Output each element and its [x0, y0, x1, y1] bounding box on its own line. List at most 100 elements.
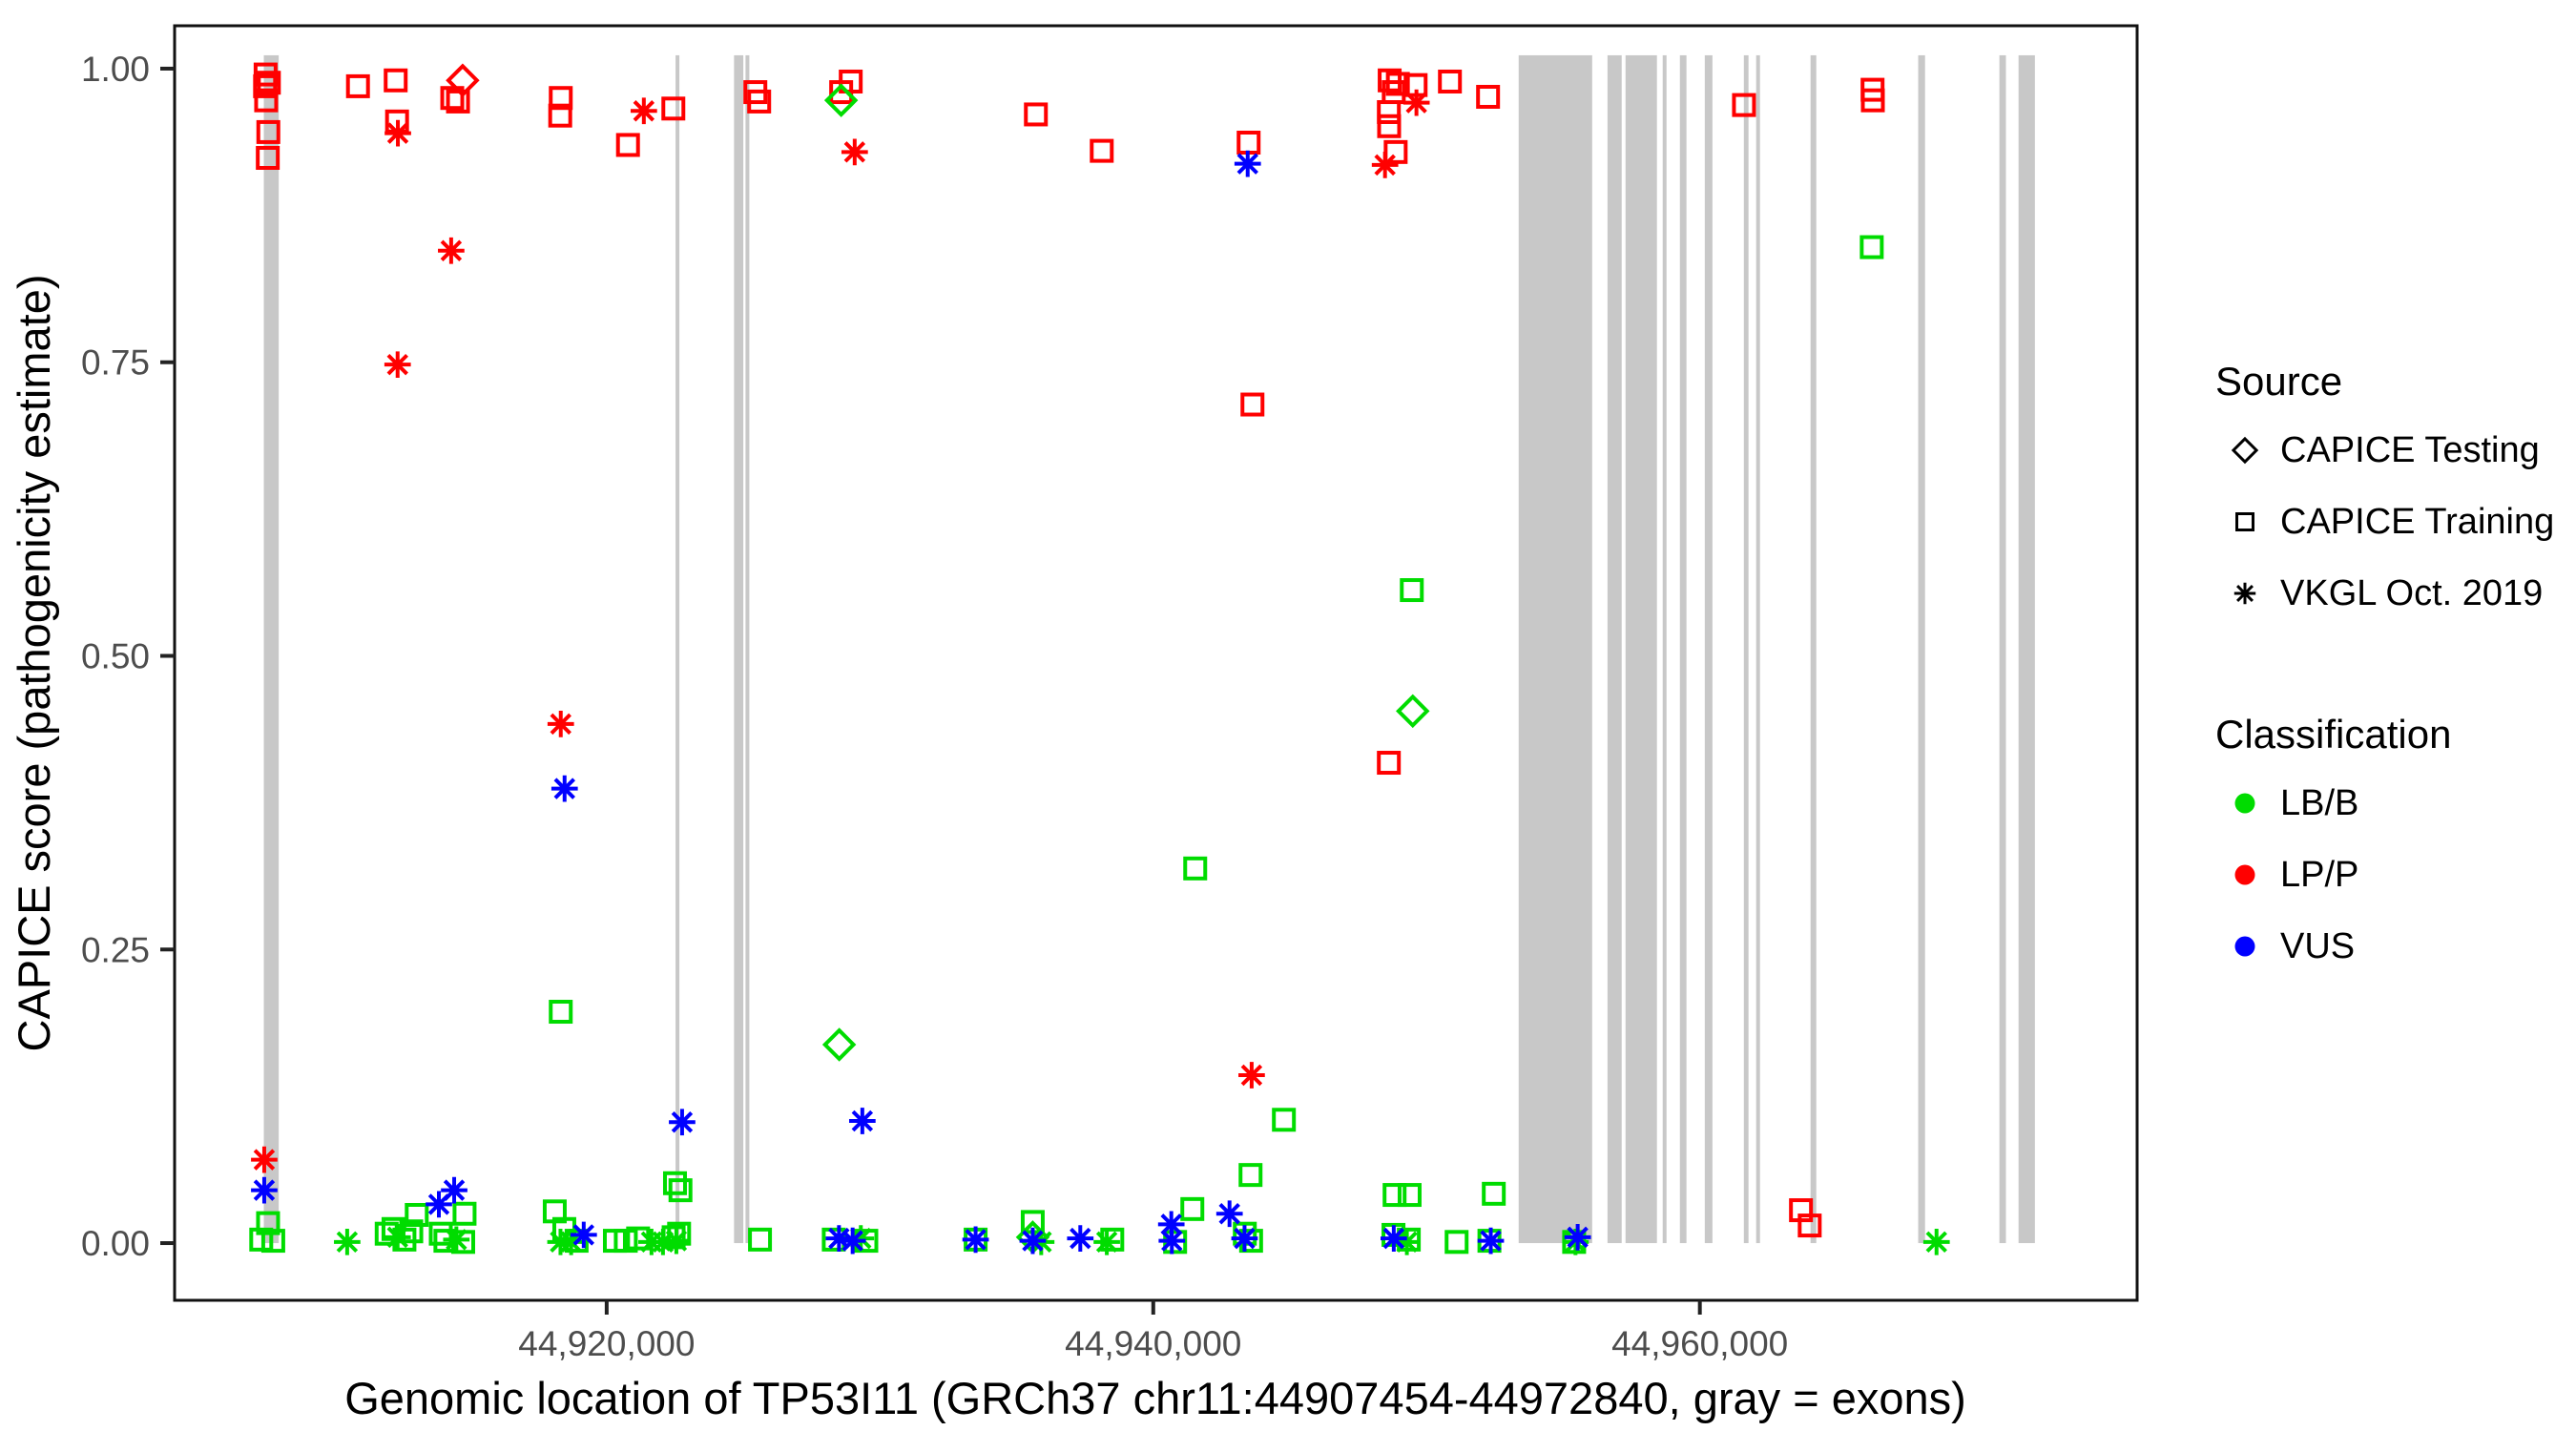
- y-tick-label: 0.25: [81, 930, 150, 969]
- legend-classification-title: Classification: [2215, 712, 2452, 757]
- data-points: [249, 62, 1950, 1255]
- square-marker: [1860, 88, 1885, 113]
- asterisk-marker: [1238, 1062, 1265, 1089]
- asterisk-marker: [1093, 1228, 1120, 1255]
- legend-item-label: LP/P: [2280, 854, 2359, 895]
- legend-item-capice-testing: CAPICE Testing: [2223, 428, 2540, 472]
- square-marker: [440, 86, 465, 111]
- square-marker: [253, 73, 278, 98]
- asterisk-marker: [547, 711, 574, 737]
- square-marker: [260, 1229, 285, 1254]
- asterisk-marker: [251, 1146, 278, 1173]
- series-vkgl-oct-2019-vus: [251, 150, 1591, 1255]
- square-marker: [1397, 1183, 1422, 1208]
- exon-bar: [734, 54, 744, 1244]
- asterisk-marker: [1371, 152, 1399, 178]
- square-marker: [1482, 1181, 1506, 1206]
- exon-bar: [745, 54, 750, 1244]
- exon-bars: [263, 54, 2035, 1244]
- y-tick-label: 0.50: [81, 636, 150, 675]
- square-marker: [549, 1000, 573, 1025]
- square-marker: [256, 1211, 280, 1235]
- y-tick-label: 0.75: [81, 343, 150, 383]
- exon-bar: [675, 54, 680, 1244]
- exon-bar: [2018, 54, 2035, 1244]
- square-marker: [1090, 138, 1114, 163]
- square-marker: [549, 86, 573, 111]
- exon-bar: [1743, 54, 1749, 1244]
- diamond-marker: [2231, 436, 2259, 465]
- legend-item-lbb: LB/B: [2223, 781, 2358, 825]
- legend-item-capice-training: CAPICE Training: [2223, 500, 2554, 544]
- square-marker: [249, 1227, 274, 1252]
- panel-border: [173, 24, 2139, 1302]
- asterisk-marker: [384, 351, 411, 379]
- square-marker: [384, 68, 408, 93]
- asterisk-marker: [557, 1228, 585, 1255]
- exon-bar: [1704, 54, 1713, 1244]
- square-marker: [1732, 93, 1756, 117]
- square-marker: [1180, 1196, 1205, 1221]
- square-marker: [829, 80, 854, 105]
- asterisk-marker: [570, 1221, 597, 1249]
- y-tick-label: 0.00: [81, 1224, 150, 1263]
- diamond-icon: [2231, 436, 2259, 465]
- square-marker: [1024, 102, 1049, 127]
- square-marker: [256, 145, 280, 170]
- asterisk-marker: [1234, 150, 1261, 177]
- x-tick-label: 44,920,000: [518, 1324, 695, 1363]
- square-marker: [615, 133, 640, 157]
- square-marker: [661, 96, 686, 121]
- series-capice-testing-lp-p: [446, 63, 480, 97]
- square-marker: [1859, 235, 1884, 259]
- asterisk-marker: [1067, 1225, 1094, 1252]
- asterisk-marker: [1922, 1228, 1950, 1255]
- exon-bar: [263, 54, 280, 1244]
- diamond-marker: [823, 83, 859, 117]
- asterisk-marker: [663, 1227, 690, 1255]
- square-marker: [1377, 751, 1402, 776]
- asterisk-marker: [443, 1226, 470, 1254]
- red-dot-icon: [2234, 864, 2255, 885]
- square-marker: [668, 1178, 693, 1203]
- legend-item-label: CAPICE Training: [2280, 501, 2555, 542]
- square-marker: [548, 103, 572, 128]
- asterisk-marker: [251, 1176, 278, 1204]
- legend-dot: [2234, 864, 2255, 885]
- exon-bar: [1755, 54, 1760, 1244]
- asterisk-marker: [1231, 1225, 1258, 1252]
- square-marker: [1438, 69, 1463, 93]
- asterisk-marker: [1019, 1227, 1047, 1255]
- asterisk-marker: [2233, 582, 2256, 605]
- square-icon: [2235, 512, 2254, 531]
- diamond-marker: [446, 63, 480, 97]
- asterisk-marker: [438, 237, 465, 264]
- asterisk-marker: [551, 775, 578, 802]
- square-marker: [1377, 114, 1402, 138]
- asterisk-marker: [669, 1109, 696, 1136]
- asterisk-marker: [1380, 1225, 1407, 1252]
- exon-bar: [1607, 54, 1622, 1244]
- exon-bar: [1518, 54, 1592, 1244]
- square-marker: [747, 89, 772, 114]
- asterisk-marker: [441, 1176, 467, 1204]
- asterisk-marker: [334, 1228, 361, 1255]
- diamond-marker: [1396, 694, 1430, 729]
- legend-item-label: CAPICE Testing: [2280, 429, 2540, 470]
- asterisk-marker: [841, 138, 868, 166]
- legend-dot: [2234, 793, 2255, 814]
- asterisk-marker: [1393, 1228, 1421, 1255]
- square-marker: [662, 1171, 687, 1195]
- exon-bar: [1810, 54, 1817, 1244]
- asterisk-marker: [839, 1227, 866, 1255]
- legend-item-vkgl: VKGL Oct. 2019: [2223, 571, 2543, 615]
- legend-dot: [2234, 936, 2255, 957]
- legend-source-title: Source: [2215, 359, 2343, 404]
- x-tick-label: 44,960,000: [1611, 1324, 1788, 1363]
- square-marker: [452, 1201, 477, 1226]
- square-marker: [1400, 578, 1424, 603]
- square-marker: [613, 1229, 638, 1254]
- series-vkgl-oct-2019-lp-p: [251, 89, 1430, 1173]
- exon-bar: [1625, 54, 1657, 1244]
